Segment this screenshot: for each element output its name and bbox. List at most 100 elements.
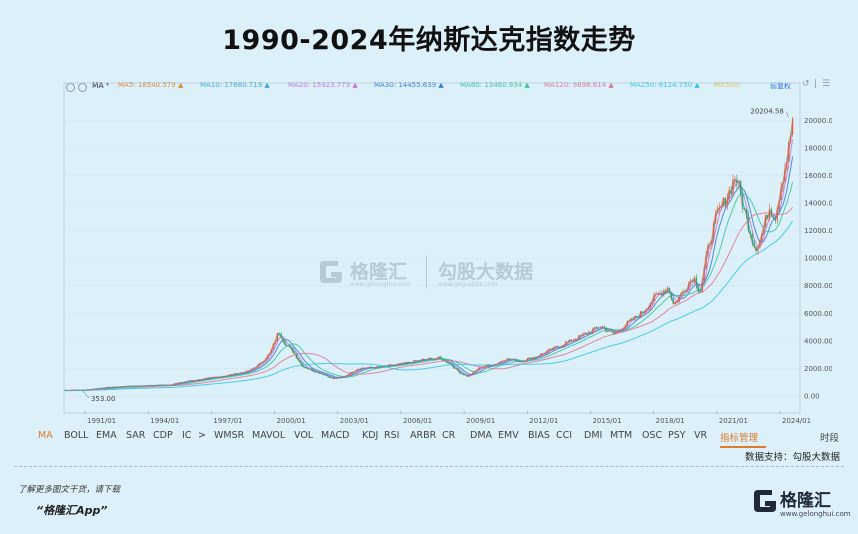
candle-body xyxy=(436,358,438,360)
candle-body xyxy=(709,244,711,246)
indicator-tab-15[interactable]: DMA xyxy=(470,430,493,441)
chart-toolbar: MA ▾ MA5: 18540.579 ▲ MA10: 17680.719 ▲ MA… xyxy=(62,79,832,93)
indicator-tab-13[interactable]: ARBR xyxy=(410,430,437,441)
candle-body xyxy=(519,361,521,362)
candle-body xyxy=(620,330,623,331)
candle-body xyxy=(197,379,200,381)
candle-body xyxy=(221,376,223,378)
candle-body xyxy=(101,388,104,390)
indicator-tab-12[interactable]: RSI xyxy=(384,430,400,441)
indicator-tab-6[interactable]: > xyxy=(198,430,206,441)
candle-body xyxy=(580,335,582,337)
candlestick-chart[interactable]: 0.00 2000.00 4000.00 6000.00 8000.00 10000.00… xyxy=(60,75,832,445)
candle-body xyxy=(522,361,525,363)
indicator-tab-1[interactable]: BOLL xyxy=(64,430,89,441)
indicator-tab-10[interactable]: MACD xyxy=(321,430,350,441)
undo-icon[interactable]: ↺ xyxy=(802,79,810,89)
candle-body xyxy=(774,217,776,221)
indicator-tab-3[interactable]: SAR xyxy=(126,430,146,441)
indicator-tab-4[interactable]: CDP xyxy=(153,430,173,441)
candle-body xyxy=(440,356,442,359)
indicator-tab-23[interactable]: VR xyxy=(694,430,708,441)
candle-body xyxy=(513,359,515,360)
separator-icon: | xyxy=(814,79,818,89)
ma-line-ma250 xyxy=(63,220,794,391)
indicator-tab-16[interactable]: EMV xyxy=(498,430,519,441)
candle-body xyxy=(465,374,467,376)
adjust-toggle[interactable]: 前复权 xyxy=(770,82,791,90)
candle-body xyxy=(603,326,605,328)
candle-body xyxy=(747,215,750,231)
candle-body xyxy=(192,380,194,382)
candle-body xyxy=(99,388,102,390)
candle-body xyxy=(599,327,602,329)
candle-body xyxy=(424,359,427,361)
chevron-down-icon[interactable]: ▾ xyxy=(106,81,110,88)
indicator-tab-22[interactable]: PSY xyxy=(668,430,686,441)
candle-body xyxy=(449,363,452,364)
candle-body xyxy=(503,360,505,362)
candle-body xyxy=(199,379,202,381)
ma-select[interactable]: MA xyxy=(92,81,104,90)
candle-body xyxy=(593,327,596,330)
candle-body xyxy=(236,373,238,375)
candle-body xyxy=(136,386,138,387)
chart-grid xyxy=(63,82,801,414)
indicator-tab-2[interactable]: EMA xyxy=(96,430,117,441)
indicator-tab-5[interactable]: IC xyxy=(182,430,192,441)
ma-readout-ma10: MA10: 17680.719 ▲ xyxy=(200,81,270,89)
indicator-tab-7[interactable]: WMSR xyxy=(214,430,245,441)
indicator-tab-24[interactable]: 指标管理 xyxy=(720,433,759,444)
candle-body xyxy=(384,365,386,367)
candle-body xyxy=(592,329,594,334)
ma-readout-ma5: MA5: 18540.579 ▲ xyxy=(118,81,184,89)
candle-body xyxy=(732,180,734,194)
candle-body xyxy=(374,367,377,369)
indicator-tab-25[interactable]: 时段 xyxy=(820,433,840,444)
candle-body xyxy=(605,327,607,332)
candle-body xyxy=(672,299,675,305)
candle-body xyxy=(751,234,753,243)
candle-body xyxy=(365,368,367,369)
divider xyxy=(14,466,844,467)
indicator-tab-0[interactable]: MA xyxy=(38,430,53,441)
indicator-tab-19[interactable]: DMI xyxy=(584,430,603,441)
candle-body xyxy=(680,293,682,297)
candle-body xyxy=(326,375,329,377)
candle-body xyxy=(567,341,569,343)
indicator-tab-11[interactable]: KDJ xyxy=(362,430,379,441)
candle-body xyxy=(561,345,563,348)
indicator-tab-20[interactable]: MTM xyxy=(610,430,633,441)
footer-app-name: “格隆汇App” xyxy=(36,504,108,517)
candle-body xyxy=(172,384,175,385)
candle-body xyxy=(84,389,86,391)
candle-body xyxy=(432,358,434,360)
indicator-tab-18[interactable]: CCI xyxy=(556,430,573,441)
footer-note: 了解更多图文干货，请下载 xyxy=(18,485,121,495)
candle-body xyxy=(480,367,482,369)
ma-readout-ma500: MA500: xyxy=(714,81,741,89)
candle-body xyxy=(720,205,723,208)
indicator-tab-17[interactable]: BIAS xyxy=(528,430,550,441)
menu-icon[interactable]: ☰ xyxy=(822,79,831,89)
candle-body xyxy=(320,373,323,375)
candle-body xyxy=(353,371,355,373)
indicator-tab-8[interactable]: MAVOL xyxy=(252,430,286,441)
indicator-tab-9[interactable]: VOL xyxy=(294,430,314,441)
candle-body xyxy=(219,376,221,378)
candle-body xyxy=(347,374,350,376)
candle-body xyxy=(469,375,471,377)
candle-body xyxy=(763,226,765,234)
ma-readout-ma60: MA60: 13460.934 ▲ xyxy=(460,81,530,89)
candle-body xyxy=(401,363,403,365)
candle-body xyxy=(395,364,398,366)
candle-body xyxy=(574,339,577,341)
candle-body xyxy=(678,296,680,302)
candle-body xyxy=(584,333,586,335)
candle-body xyxy=(403,362,405,364)
candle-body xyxy=(303,366,305,368)
indicator-tab-14[interactable]: CR xyxy=(442,430,456,441)
indicator-tab-21[interactable]: OSC xyxy=(642,430,663,441)
candle-body xyxy=(770,209,773,216)
data-source: 数据支持：勾股大数据 xyxy=(744,452,840,463)
